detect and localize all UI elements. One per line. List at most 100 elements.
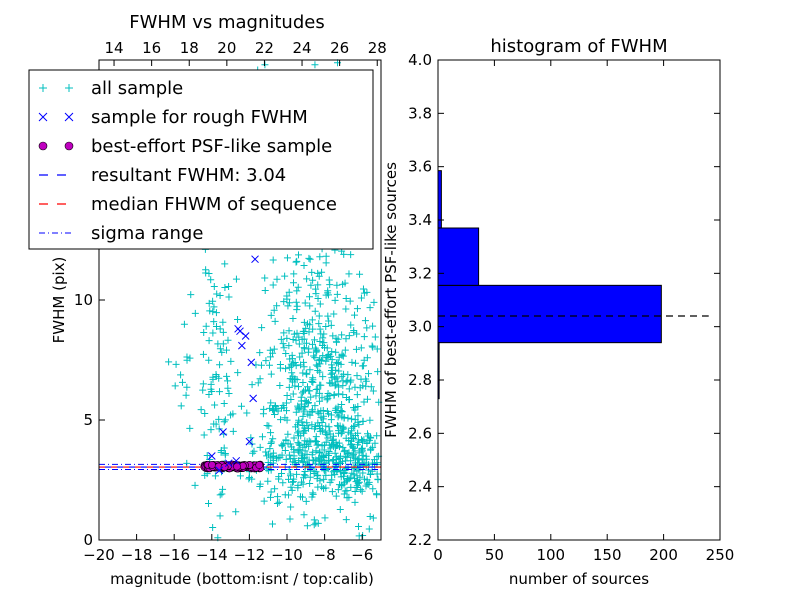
all-sample-point bbox=[366, 433, 374, 441]
y-tick-label: 3.4 bbox=[408, 211, 432, 229]
all-sample-point bbox=[314, 519, 322, 527]
all-sample-point bbox=[216, 325, 224, 333]
all-sample-point bbox=[224, 377, 232, 385]
all-sample-point bbox=[295, 440, 303, 448]
all-sample-point bbox=[321, 514, 329, 522]
all-sample-point bbox=[274, 454, 282, 462]
rough-sample-point bbox=[251, 255, 259, 264]
all-sample-point bbox=[306, 387, 314, 395]
all-sample-point bbox=[301, 345, 309, 353]
all-sample-point bbox=[267, 466, 275, 474]
all-sample-point bbox=[285, 299, 293, 307]
all-sample-point bbox=[351, 416, 359, 424]
all-sample-point bbox=[327, 321, 335, 329]
all-sample-point bbox=[331, 382, 339, 390]
all-sample-point bbox=[312, 348, 320, 356]
all-sample-point bbox=[306, 366, 314, 374]
all-sample-point bbox=[351, 498, 359, 506]
all-sample-point bbox=[221, 283, 229, 291]
all-sample-point bbox=[322, 357, 330, 365]
legend-entry: resultant FWHM: 3.04 bbox=[39, 165, 286, 186]
y-tick-label: 2.4 bbox=[408, 478, 432, 496]
all-sample-point bbox=[301, 299, 309, 307]
all-sample-point bbox=[373, 470, 381, 478]
all-sample-point bbox=[327, 367, 335, 375]
y-tick-label: 3.6 bbox=[408, 158, 432, 176]
all-sample-point bbox=[314, 281, 322, 289]
all-sample-point bbox=[342, 294, 350, 302]
all-sample-point bbox=[332, 492, 340, 500]
all-sample-point bbox=[323, 353, 331, 361]
all-sample-point bbox=[210, 283, 218, 290]
all-sample-point bbox=[299, 378, 307, 386]
all-sample-point bbox=[300, 261, 308, 269]
legend-label: all sample bbox=[91, 78, 183, 99]
all-sample-point bbox=[344, 371, 352, 379]
all-sample-point bbox=[256, 480, 264, 488]
all-sample-point bbox=[267, 399, 275, 407]
all-sample-point bbox=[340, 424, 348, 432]
top-tick-label: 14 bbox=[104, 39, 123, 57]
all-sample-point bbox=[338, 350, 346, 358]
all-sample-point bbox=[216, 512, 224, 520]
all-sample-points bbox=[153, 59, 383, 542]
legend-entry: sample for rough FWHM bbox=[38, 107, 308, 128]
all-sample-point bbox=[234, 315, 242, 323]
all-sample-point bbox=[356, 270, 364, 278]
all-sample-point bbox=[324, 312, 332, 320]
all-sample-point bbox=[295, 383, 303, 391]
all-sample-point bbox=[315, 312, 323, 320]
x-tick-label: −18 bbox=[121, 546, 153, 564]
all-sample-point bbox=[311, 437, 319, 445]
all-sample-point bbox=[328, 471, 336, 479]
all-sample-point bbox=[197, 406, 205, 414]
histogram-axis-ticks: 0 50 100 150 200 250 2.2 2.4 2.6 2.8 3.0 3.2 3.4 3.6 3… bbox=[408, 51, 734, 564]
all-sample-point bbox=[337, 406, 345, 414]
rough-sample-point bbox=[219, 428, 227, 436]
all-sample-point bbox=[354, 429, 362, 437]
y-tick-label: 3.8 bbox=[408, 104, 432, 122]
all-sample-point bbox=[177, 371, 185, 379]
all-sample-point bbox=[311, 61, 319, 69]
all-sample-point bbox=[363, 354, 371, 362]
scatter-title: FWHM vs magnitudes bbox=[129, 12, 324, 33]
all-sample-point bbox=[269, 256, 277, 264]
all-sample-point bbox=[366, 416, 374, 424]
all-sample-point bbox=[232, 275, 240, 283]
all-sample-point bbox=[351, 422, 359, 430]
all-sample-point bbox=[183, 383, 191, 391]
all-sample-point bbox=[365, 525, 373, 533]
all-sample-point bbox=[331, 449, 339, 457]
all-sample-point bbox=[178, 378, 186, 386]
all-sample-point bbox=[212, 322, 220, 330]
all-sample-point bbox=[312, 361, 320, 369]
all-sample-point bbox=[364, 466, 372, 474]
legend-marker bbox=[64, 141, 74, 151]
all-sample-point bbox=[307, 281, 315, 289]
all-sample-point bbox=[328, 374, 336, 382]
all-sample-point bbox=[274, 493, 282, 501]
all-sample-point bbox=[248, 475, 256, 483]
legend-entry: all sample bbox=[39, 78, 183, 99]
all-sample-point bbox=[360, 398, 368, 406]
all-sample-point bbox=[278, 441, 286, 449]
all-sample-point bbox=[334, 335, 342, 343]
all-sample-point bbox=[281, 447, 289, 455]
all-sample-point bbox=[326, 427, 334, 435]
all-sample-point bbox=[324, 287, 332, 295]
all-sample-point bbox=[288, 478, 296, 486]
all-sample-point bbox=[327, 444, 335, 452]
all-sample-point bbox=[296, 353, 304, 361]
all-sample-point bbox=[290, 445, 298, 453]
all-sample-point bbox=[295, 340, 303, 348]
all-sample-point bbox=[209, 329, 217, 337]
all-sample-point bbox=[219, 340, 227, 348]
all-sample-point bbox=[309, 376, 317, 384]
all-sample-point bbox=[301, 447, 309, 455]
all-sample-point bbox=[342, 516, 350, 524]
all-sample-point bbox=[340, 414, 348, 422]
x-tick-label: 250 bbox=[706, 546, 735, 564]
all-sample-point bbox=[236, 472, 244, 480]
all-sample-point bbox=[216, 491, 224, 499]
all-sample-point bbox=[359, 469, 367, 477]
